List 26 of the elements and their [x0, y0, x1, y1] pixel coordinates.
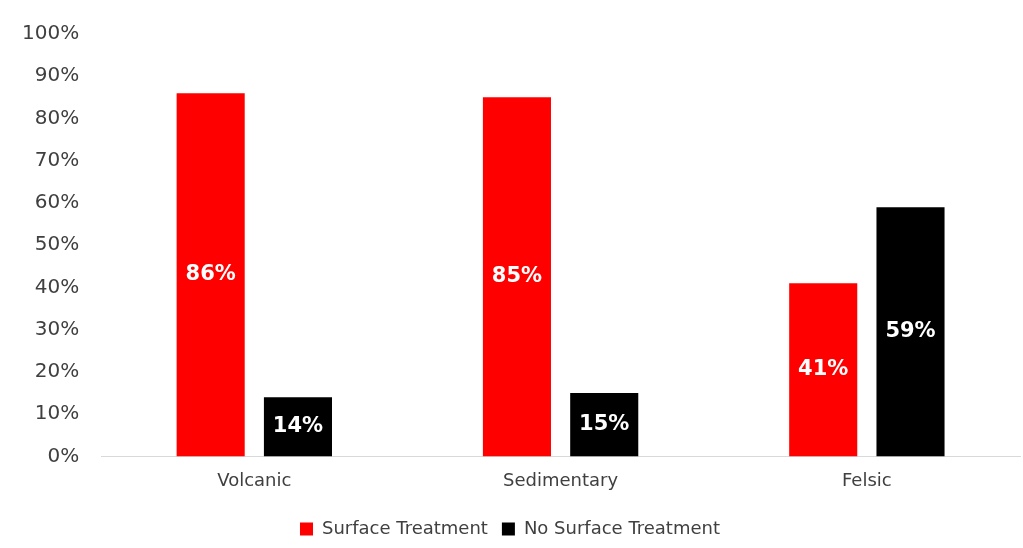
data-label: 14%: [272, 413, 324, 438]
legend-label: Surface Treatment: [322, 516, 488, 538]
bar: [876, 207, 945, 457]
data-label: 15%: [579, 411, 630, 436]
y-tick-label: 60%: [34, 189, 80, 214]
y-tick-label: 40%: [34, 273, 80, 298]
y-tick-label: 20%: [34, 358, 80, 383]
y-tick-label: 50%: [34, 231, 80, 256]
data-label: 85%: [491, 263, 543, 288]
y-tick-label: 90%: [34, 62, 80, 87]
x-tick-label: Volcanic: [217, 468, 292, 490]
bar: [789, 283, 858, 457]
data-label: 59%: [885, 318, 936, 343]
y-tick-label: 70%: [34, 146, 80, 171]
y-tick-label: 0%: [47, 442, 80, 467]
y-tick-label: 10%: [34, 400, 80, 425]
x-tick-label: Felsic: [842, 468, 892, 490]
bar: [482, 97, 551, 457]
bar: [176, 93, 245, 457]
x-tick-label: Sedimentary: [503, 468, 619, 490]
y-tick-label: 80%: [34, 104, 80, 129]
y-tick-label: 100%: [21, 20, 80, 45]
data-label: 86%: [185, 261, 236, 286]
legend-label: No Surface Treatment: [523, 516, 720, 538]
data-label: 41%: [798, 356, 849, 381]
y-tick-label: 30%: [34, 315, 80, 340]
